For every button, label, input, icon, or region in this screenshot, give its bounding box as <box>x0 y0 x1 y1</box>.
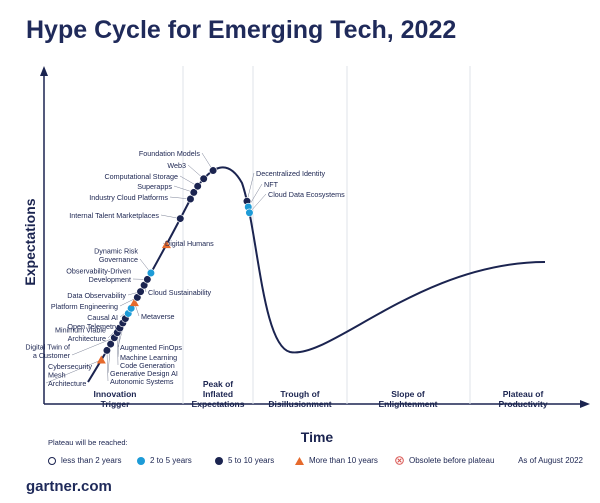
tech-label-10: Metaverse <box>141 312 175 321</box>
label-connector <box>45 359 102 384</box>
legend-item-lt2: less than 2 years <box>48 456 121 465</box>
x-axis-arrow <box>580 400 590 408</box>
tech-marker-25 <box>245 208 254 217</box>
tech-label-3: Digital Twin of a Customer <box>25 343 70 361</box>
phase-label: Innovation Trigger <box>94 389 137 409</box>
tech-label-11: Platform Engineering <box>51 302 118 311</box>
tech-label-19: Superapps <box>137 182 172 191</box>
label-connector <box>71 337 115 356</box>
chart-title: Hype Cycle for Emerging Tech, 2022 <box>26 16 457 44</box>
tech-marker-20 <box>193 182 202 191</box>
technology-labels: Cybersecurity Mesh Architecture Autonomic S… <box>25 149 345 388</box>
tech-marker-12 <box>136 287 145 296</box>
legend-item-5to10: 5 to 10 years <box>215 456 274 465</box>
tech-marker-15 <box>146 268 156 278</box>
y-axis-arrow <box>40 66 48 76</box>
legend-label: 5 to 10 years <box>228 456 275 465</box>
hype-curve <box>87 166 546 383</box>
tech-label-16: Digital Humans <box>165 239 214 248</box>
tech-marker-21 <box>199 174 208 183</box>
tech-label-20: Computational Storage <box>104 172 178 181</box>
legend-label: More than 10 years <box>309 456 378 465</box>
legend-item-obsolete: Obsolete before plateau <box>395 456 494 465</box>
label-connector <box>106 350 109 382</box>
technology-markers <box>96 166 254 364</box>
tech-marker-10 <box>129 298 139 307</box>
legend-item-gt10: More than 10 years <box>295 456 378 465</box>
tech-label-6: Minimum Viable Architecture <box>55 326 106 344</box>
tech-label-17: Internal Talent Marketplaces <box>69 211 159 220</box>
tech-marker-19 <box>189 188 198 197</box>
tech-label-1: Autonomic Systems <box>110 377 174 386</box>
axes <box>40 66 590 408</box>
light-blue-dot-icon <box>137 456 145 465</box>
legend-label: less than 2 years <box>61 456 122 465</box>
tech-label-4: Code Generation <box>120 361 175 370</box>
tech-label-9: Causal AI <box>87 313 118 322</box>
tech-label-21: Web3 <box>167 161 186 170</box>
legend-label: Obsolete before plateau <box>409 456 495 465</box>
phase-separators <box>182 66 471 404</box>
tech-label-14: Observability-Driven Development <box>66 267 131 285</box>
orange-triangle-icon <box>295 456 304 465</box>
tech-label-2: Generative Design AI <box>110 369 178 378</box>
tech-label-15: Dynamic Risk Governance <box>94 247 138 265</box>
tech-label-0: Cybersecurity Mesh Architecture <box>48 362 92 388</box>
legend-item-2to5: 2 to 5 years <box>137 456 192 465</box>
tech-label-8: Open Telemetry <box>67 322 118 331</box>
open-circle-icon <box>48 456 56 465</box>
tech-label-7: Augmented FinOps <box>120 343 182 352</box>
tech-label-13: Cloud Sustainability <box>148 288 212 297</box>
phase-labels: Innovation Trigger Peak of Inflated Expectat… <box>94 379 548 409</box>
tech-label-18: Industry Cloud Platforms <box>89 193 168 202</box>
tech-marker-1 <box>102 346 112 355</box>
legend: less than 2 years 2 to 5 years 5 to 10 y… <box>45 452 585 472</box>
tech-label-22: Foundation Models <box>139 149 201 158</box>
tech-marker-18 <box>186 194 195 204</box>
phase-label: Trough of Disillusionment <box>268 389 331 409</box>
tech-label-23: Decentralized Identity <box>256 169 326 178</box>
brand-logo: gartner.com <box>26 478 112 495</box>
phase-label: Slope of Enlightenment <box>378 389 437 409</box>
as-of-date: As of August 2022 <box>518 456 583 465</box>
tech-label-25: Cloud Data Ecosystems <box>268 190 345 199</box>
label-connector <box>249 193 267 213</box>
tech-label-12: Data Observability <box>67 291 126 300</box>
tech-marker-0 <box>96 355 106 364</box>
tech-marker-17 <box>176 214 185 223</box>
x-axis-label: Time <box>301 429 334 445</box>
phase-label: Plateau of Productivity <box>498 389 547 409</box>
legend-label: 2 to 5 years <box>150 456 192 465</box>
tech-label-5: Machine Learning <box>120 353 177 362</box>
obsolete-x-circle-icon <box>395 456 404 465</box>
label-connector <box>246 172 255 202</box>
tech-marker-2 <box>106 339 115 349</box>
y-axis-label: Expectations <box>22 198 38 285</box>
tech-label-24: NFT <box>264 180 279 189</box>
tech-marker-16 <box>161 240 171 249</box>
tech-marker-22 <box>208 166 218 175</box>
dark-blue-dot-icon <box>215 456 223 465</box>
tech-marker-14 <box>143 275 152 284</box>
legend-title: Plateau will be reached: <box>48 438 128 447</box>
phase-label: Peak of Inflated Expectations <box>192 379 245 409</box>
